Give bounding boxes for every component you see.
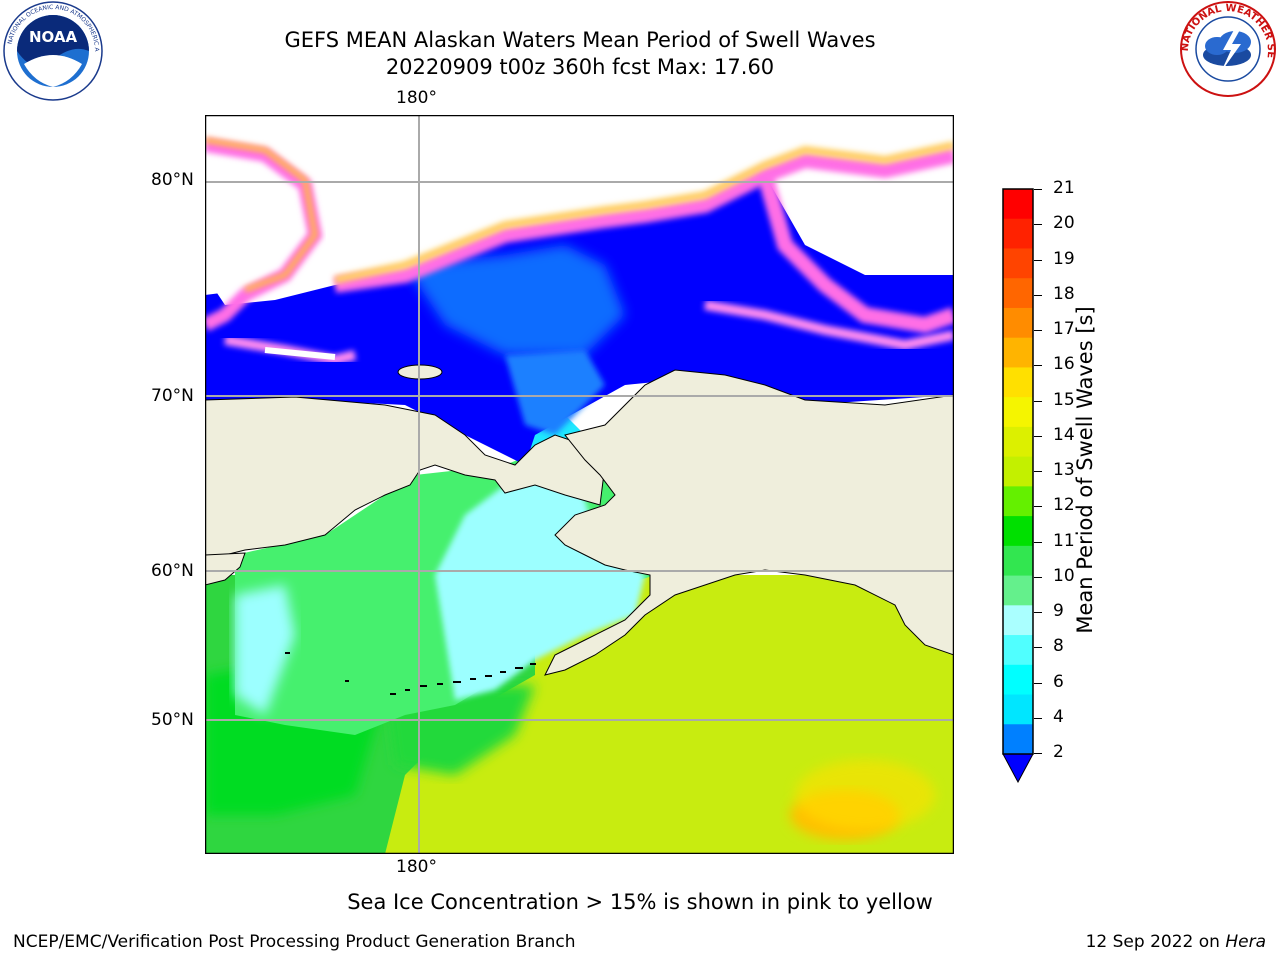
colorbar-tick-mark xyxy=(1034,612,1042,613)
colorbar-swatch xyxy=(1003,516,1033,547)
ice-edge-north-yellow xyxy=(334,141,954,284)
colorbar-extend-triangle xyxy=(1002,753,1034,784)
ice-edge-east xyxy=(757,172,954,334)
chart-subtitle: 20220909 t00z 360h fcst Max: 17.60 xyxy=(385,55,775,79)
colorbar-tick-mark xyxy=(1034,471,1042,472)
sea-ice-white-west xyxy=(205,125,445,295)
chukchi-blue xyxy=(505,350,605,435)
yellow-swell-patch xyxy=(795,760,935,830)
arctic-lightblue xyxy=(405,245,625,355)
lon-label-bottom: 180° xyxy=(396,857,437,877)
bering-cyan xyxy=(435,445,645,700)
colorbar-tick-label: 19 xyxy=(1053,248,1075,269)
chart-title: GEFS MEAN Alaskan Waters Mean Period of … xyxy=(284,28,876,52)
colorbar-tick-label: 11 xyxy=(1053,530,1075,551)
footer-host: Hera xyxy=(1225,932,1266,952)
footer-date: 12 Sep 2022 on Hera xyxy=(1086,932,1266,952)
colorbar-swatches xyxy=(1002,188,1034,784)
land-alaska xyxy=(544,369,954,676)
colorbar-tick-mark xyxy=(1034,365,1042,367)
colorbar-tick-mark xyxy=(1034,189,1042,190)
colorbar-swatch xyxy=(1003,694,1033,725)
colorbar-swatch xyxy=(1003,575,1033,606)
colorbar-tick-mark xyxy=(1034,506,1042,508)
land-kamchatka xyxy=(205,552,246,586)
colorbar-label: Mean Period of Swell Waves [s] xyxy=(1073,306,1097,634)
footer-date-text: 12 Sep 2022 on xyxy=(1085,932,1226,952)
colorbar-tick-label: 17 xyxy=(1053,319,1075,339)
land-chukotka xyxy=(205,396,606,556)
ice-edge-west-yellow xyxy=(205,137,319,293)
lat-label-80: 80°N xyxy=(151,170,194,190)
colorbar-tick-mark xyxy=(1034,753,1042,754)
colorbar-tick-mark xyxy=(1034,294,1042,296)
aleutian-islands xyxy=(285,652,536,695)
colorbar xyxy=(1002,188,1034,784)
colorbar-tick-label: 6 xyxy=(1053,671,1064,692)
colorbar-tick-label: 15 xyxy=(1053,389,1075,410)
colorbar-swatch xyxy=(1003,189,1033,220)
colorbar-swatch xyxy=(1003,486,1033,517)
colorbar-tick-mark xyxy=(1034,259,1042,261)
colorbar-tick-label: 21 xyxy=(1053,178,1075,198)
colorbar-swatch xyxy=(1003,367,1033,398)
colorbar-tick-mark xyxy=(1034,400,1042,402)
graticule xyxy=(205,115,954,854)
noaa-logo-icon: NOAA NATIONAL OCEANIC AND ATMOSPHERIC AD… xyxy=(0,0,104,102)
colorbar-swatch xyxy=(1003,426,1033,458)
ice-edge-north xyxy=(333,147,954,293)
ice-floe xyxy=(264,347,336,360)
lat-label-70: 70°N xyxy=(151,386,194,406)
colorbar-tick-mark xyxy=(1034,224,1042,226)
map-panel xyxy=(204,114,955,855)
ice-edge-east-inner xyxy=(704,300,954,351)
colorbar-swatch xyxy=(1003,605,1033,636)
noaa-logo-text: NOAA xyxy=(29,28,78,46)
colorbar-tick-label: 12 xyxy=(1053,495,1075,516)
footer-credit: NCEP/EMC/Verification Post Processing Pr… xyxy=(13,932,576,952)
colorbar-tick-mark xyxy=(1034,647,1042,649)
colorbar-tick-label: 4 xyxy=(1053,706,1064,727)
colorbar-frame xyxy=(1002,188,1034,755)
colorbar-swatch xyxy=(1003,545,1033,577)
colorbar-tick-label: 14 xyxy=(1053,424,1075,445)
colorbar-swatch xyxy=(1003,307,1033,339)
colorbar-tick-label: 13 xyxy=(1053,460,1075,480)
colorbar-tick-mark xyxy=(1034,576,1042,578)
colorbar-swatch xyxy=(1003,248,1033,279)
colorbar-tick-label: 8 xyxy=(1053,636,1064,657)
map-frame xyxy=(204,114,955,855)
colorbar-tick-label: 18 xyxy=(1053,283,1075,304)
west-cyan xyxy=(235,585,295,715)
lat-label-50: 50°N xyxy=(151,710,194,730)
nws-logo-icon: NATIONAL WEATHER SERVICE xyxy=(1173,0,1279,100)
colorbar-tick-mark xyxy=(1034,682,1042,684)
colorbar-tick-mark xyxy=(1034,330,1042,331)
colorbar-tick-mark xyxy=(1034,541,1042,543)
colorbar-swatch xyxy=(1003,724,1033,755)
colorbar-tick-label: 10 xyxy=(1053,565,1075,586)
colorbar-swatch xyxy=(1003,218,1033,249)
colorbar-swatch xyxy=(1003,278,1033,309)
swell-period-map xyxy=(204,114,955,855)
lat-label-60: 60°N xyxy=(151,561,194,581)
colorbar-tick-label: 2 xyxy=(1053,742,1064,762)
colorbar-swatch xyxy=(1003,397,1033,428)
colorbar-tick-label: 9 xyxy=(1053,601,1064,621)
sea-ice-note: Sea Ice Concentration > 15% is shown in … xyxy=(347,890,933,914)
colorbar-tick-mark xyxy=(1034,717,1042,719)
colorbar-swatch xyxy=(1003,635,1033,666)
colorbar-tick-label: 20 xyxy=(1053,213,1075,234)
colorbar-swatch xyxy=(1003,456,1033,487)
lon-label-top: 180° xyxy=(396,88,437,108)
colorbar-swatch xyxy=(1003,337,1033,368)
colorbar-tick-label: 16 xyxy=(1053,354,1075,375)
colorbar-tick-mark xyxy=(1034,435,1042,437)
colorbar-swatch xyxy=(1003,664,1033,696)
